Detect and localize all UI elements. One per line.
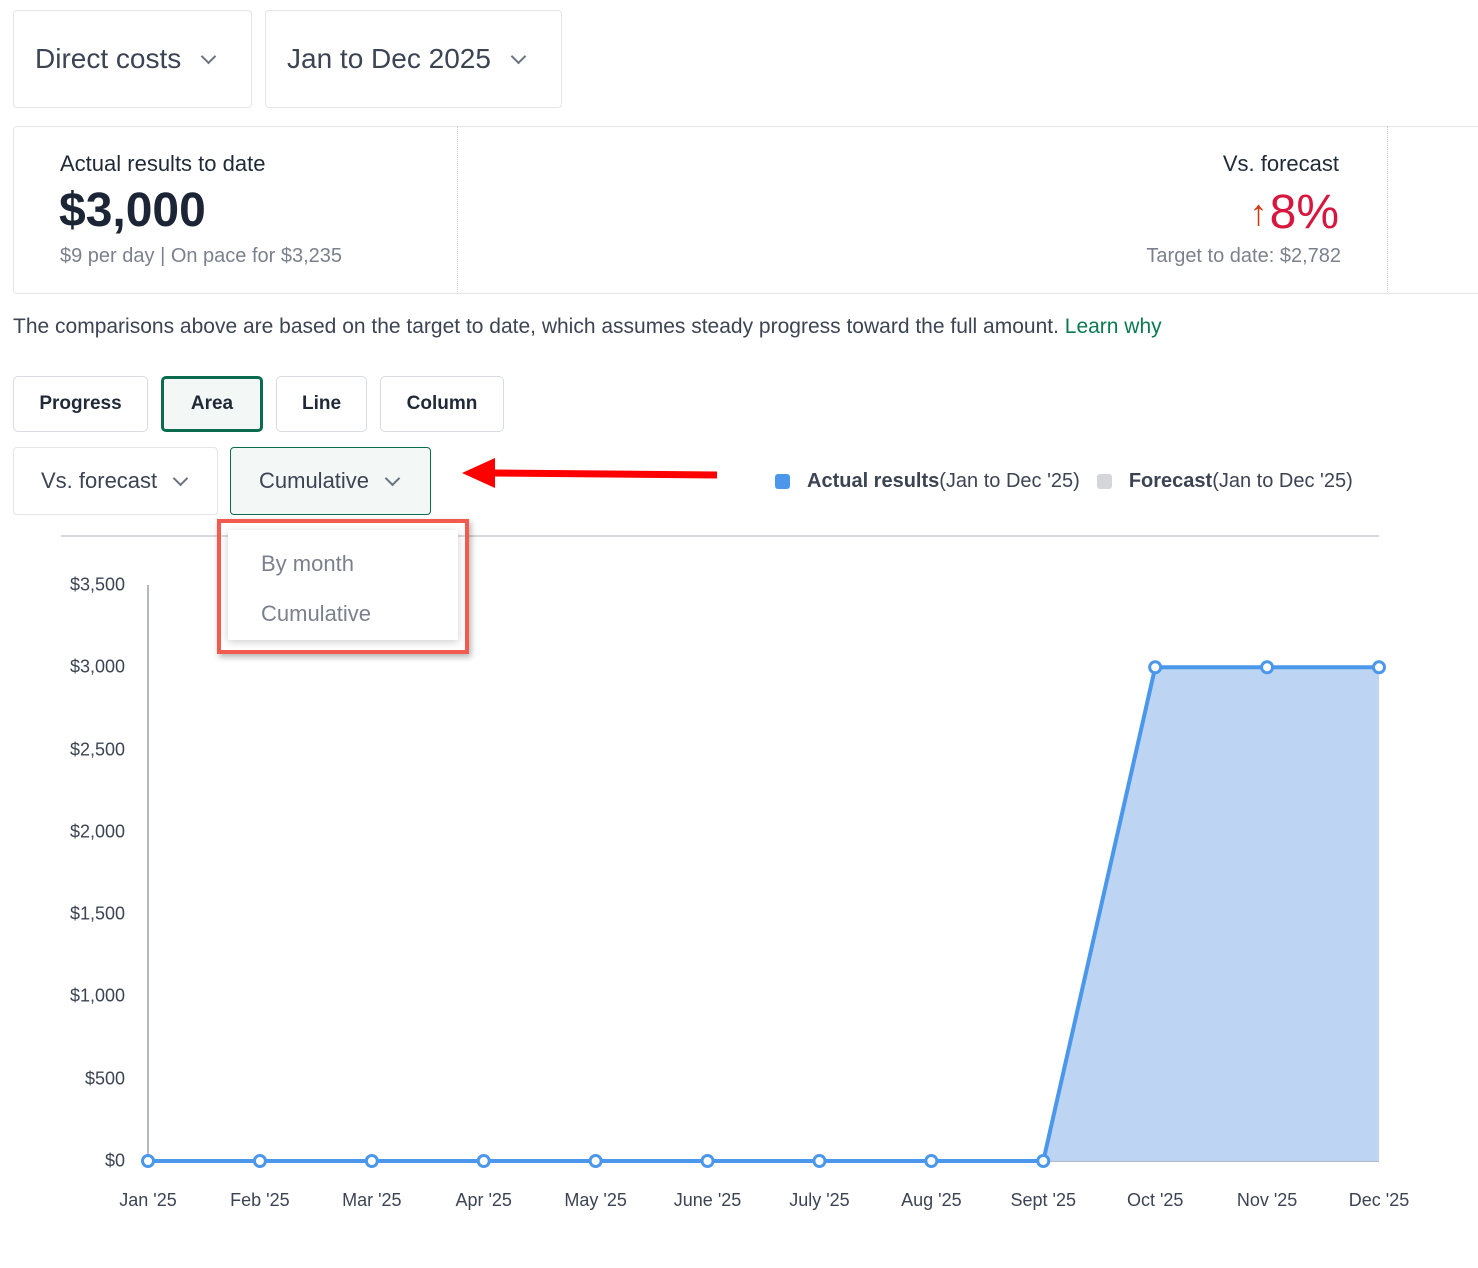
- y-tick-label: $1,500: [69, 903, 125, 924]
- vs-label: Vs. forecast: [1222, 151, 1339, 176]
- y-tick-label: $3,000: [69, 656, 125, 677]
- x-tick-label: Apr '25: [455, 1190, 512, 1210]
- note: The comparisons above are based on the t…: [13, 315, 1162, 338]
- data-point: [141, 1154, 155, 1168]
- vs-value: 8%: [1269, 186, 1339, 239]
- menu-item-by-month[interactable]: By month: [261, 551, 354, 576]
- x-tick-label: Dec '25: [1348, 1190, 1410, 1210]
- tab-column[interactable]: Column: [380, 376, 504, 432]
- menu-item-cumulative[interactable]: Cumulative: [261, 601, 372, 626]
- data-point: [1372, 660, 1386, 675]
- x-tick-label: May '25: [564, 1190, 627, 1210]
- tab-area[interactable]: Area: [161, 376, 263, 432]
- data-point: [1260, 660, 1275, 675]
- arrow-up-icon: ↑: [1249, 191, 1268, 233]
- data-point: [812, 1154, 827, 1168]
- category-select[interactable]: Direct costs: [13, 10, 252, 108]
- legend-swatch-actual: [775, 474, 790, 489]
- tab-line[interactable]: Line: [276, 376, 367, 432]
- y-tick-label: $2,500: [69, 739, 125, 760]
- data-point: [252, 1154, 267, 1168]
- mode-select[interactable]: Cumulative: [230, 447, 431, 515]
- x-tick-label: June '25: [673, 1190, 742, 1210]
- mode-dropdown-menu: By month Cumulative: [228, 530, 458, 640]
- y-tick-label: $3,500: [69, 574, 125, 595]
- series-line: [148, 665, 1379, 1163]
- card-extra: [1388, 126, 1478, 294]
- x-tick-label: Sept '25: [1010, 1190, 1077, 1210]
- x-tick-label: July '25: [789, 1190, 850, 1210]
- data-point: [364, 1154, 379, 1168]
- data-point: [1148, 660, 1163, 675]
- legend: Actual results (Jan to Dec '25) Forecast…: [775, 470, 1353, 493]
- data-point: [588, 1154, 603, 1168]
- x-tick-label: Nov '25: [1236, 1190, 1298, 1210]
- tab-progress[interactable]: Progress: [13, 376, 148, 432]
- y-tick-label: $0: [104, 1150, 125, 1171]
- area-fill: [148, 667, 1379, 1161]
- period-select[interactable]: Jan to Dec 2025: [265, 10, 562, 108]
- vs-sub: Target to date: $2,782: [1146, 245, 1341, 267]
- legend-swatch-forecast: [1096, 474, 1112, 489]
- vs-value-row: ↑ 8%: [1250, 185, 1339, 240]
- actual-label: Actual results to date: [60, 151, 266, 176]
- data-point: [700, 1154, 715, 1168]
- x-tick-label: Aug '25: [901, 1190, 962, 1210]
- actual-value: $3,000: [59, 184, 206, 237]
- y-tick-label: $2,000: [69, 821, 125, 842]
- actual-card: Actual results to date $3,000 $9 per day…: [13, 126, 458, 294]
- compare-select[interactable]: Vs. forecast: [13, 447, 218, 515]
- x-tick-label: Jan '25: [119, 1190, 177, 1210]
- y-tick-label: $1,000: [69, 985, 125, 1006]
- learn-why-link[interactable]: Learn why: [1064, 315, 1162, 338]
- x-tick-label: Oct '25: [1126, 1190, 1184, 1210]
- x-tick-label: Feb '25: [230, 1190, 290, 1210]
- actual-sub: $9 per day | On pace for $3,235: [60, 245, 343, 267]
- data-point: [476, 1154, 491, 1168]
- forecast-card: Vs. forecast ↑ 8% Target to date: $2,782: [458, 126, 1388, 294]
- data-point: [1036, 1154, 1051, 1168]
- annotation-highlight-box: [217, 519, 469, 654]
- y-tick-label: $500: [84, 1068, 125, 1089]
- x-tick-label: Mar '25: [342, 1190, 402, 1210]
- annotation-arrow: [462, 458, 718, 488]
- data-point: [924, 1154, 939, 1168]
